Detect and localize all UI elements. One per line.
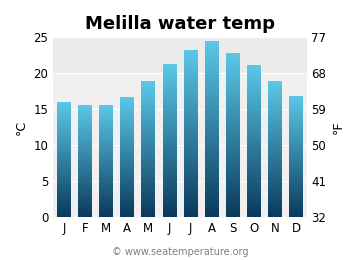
Y-axis label: °C: °C (15, 120, 28, 135)
Text: © www.seatemperature.org: © www.seatemperature.org (112, 248, 248, 257)
Title: Melilla water temp: Melilla water temp (85, 15, 275, 33)
Bar (53, 37, 307, 73)
Y-axis label: °F: °F (332, 120, 345, 134)
